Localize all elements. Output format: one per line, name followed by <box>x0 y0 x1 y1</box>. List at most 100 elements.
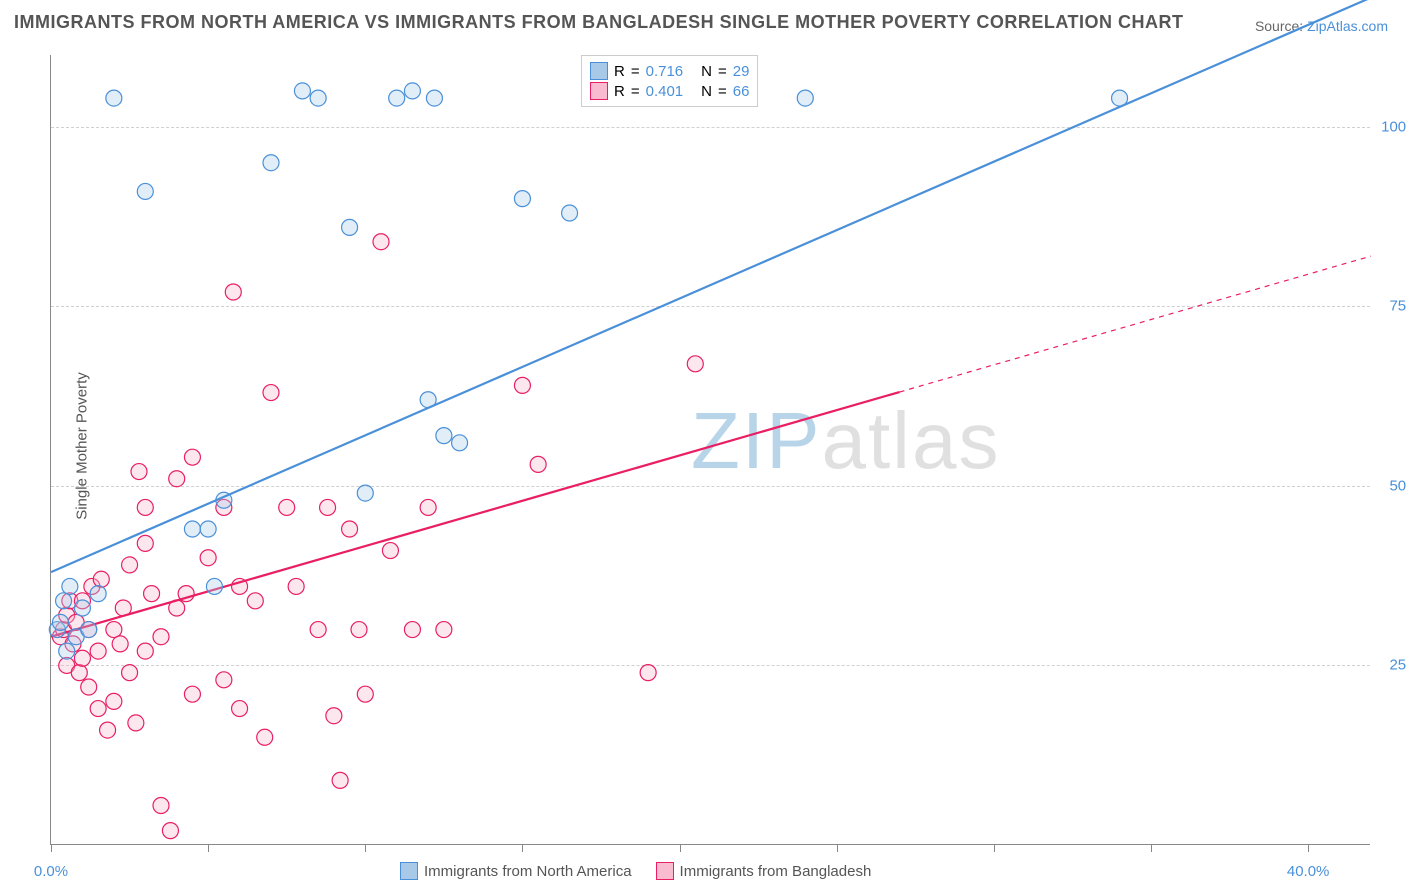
y-tick-label: 25.0% <box>1389 657 1406 674</box>
x-tick <box>1151 844 1152 852</box>
legend-r-label: R <box>614 83 625 100</box>
scatter-point <box>687 356 703 372</box>
scatter-point <box>93 571 109 587</box>
scatter-point <box>310 622 326 638</box>
scatter-point <box>257 729 273 745</box>
scatter-point <box>90 586 106 602</box>
x-tick <box>837 844 838 852</box>
scatter-point <box>288 578 304 594</box>
scatter-point <box>530 456 546 472</box>
scatter-point <box>128 715 144 731</box>
legend-n-value-2: 66 <box>733 83 750 100</box>
scatter-point <box>137 499 153 515</box>
scatter-point <box>382 543 398 559</box>
scatter-point <box>144 586 160 602</box>
scatter-point <box>357 485 373 501</box>
scatter-point <box>153 798 169 814</box>
scatter-point <box>797 90 813 106</box>
x-tick <box>680 844 681 852</box>
y-tick-label: 75.0% <box>1389 298 1406 315</box>
source-attribution: Source: ZipAtlas.com <box>1255 18 1388 34</box>
scatter-point <box>206 578 222 594</box>
x-tick <box>994 844 995 852</box>
scatter-point <box>74 650 90 666</box>
chart-title: IMMIGRANTS FROM NORTH AMERICA VS IMMIGRA… <box>14 12 1183 33</box>
y-tick-label: 100.0% <box>1381 118 1406 135</box>
scatter-point <box>342 521 358 537</box>
scatter-point <box>200 550 216 566</box>
y-tick-label: 50.0% <box>1389 477 1406 494</box>
scatter-point <box>200 521 216 537</box>
scatter-point <box>90 701 106 717</box>
legend-r-value-1: 0.716 <box>646 63 684 80</box>
scatter-point <box>332 772 348 788</box>
scatter-point <box>52 614 68 630</box>
scatter-point <box>162 823 178 839</box>
scatter-point <box>225 284 241 300</box>
scatter-point <box>342 219 358 235</box>
scatter-point <box>137 535 153 551</box>
scatter-point <box>137 183 153 199</box>
legend-label-series1: Immigrants from North America <box>424 863 632 880</box>
scatter-point <box>112 636 128 652</box>
scatter-point <box>62 578 78 594</box>
legend-swatch-blue <box>590 62 608 80</box>
scatter-point <box>326 708 342 724</box>
scatter-point <box>131 464 147 480</box>
scatter-point <box>279 499 295 515</box>
legend-series: Immigrants from North America Immigrants… <box>400 862 871 880</box>
scatter-point <box>357 686 373 702</box>
legend-n-value-1: 29 <box>733 63 750 80</box>
scatter-point <box>184 521 200 537</box>
scatter-point <box>56 593 72 609</box>
legend-row-series2: R = 0.401 N = 66 <box>590 82 749 100</box>
scatter-point <box>74 600 90 616</box>
scatter-point <box>514 377 530 393</box>
x-tick <box>365 844 366 852</box>
scatter-point <box>640 665 656 681</box>
scatter-point <box>404 622 420 638</box>
legend-item-series1: Immigrants from North America <box>400 862 632 880</box>
scatter-point <box>351 622 367 638</box>
scatter-point <box>310 90 326 106</box>
legend-row-series1: R = 0.716 N = 29 <box>590 62 749 80</box>
scatter-point <box>452 435 468 451</box>
trend-line <box>51 392 900 637</box>
chart-container: IMMIGRANTS FROM NORTH AMERICA VS IMMIGRA… <box>0 0 1406 892</box>
scatter-point <box>294 83 310 99</box>
scatter-point <box>169 471 185 487</box>
legend-swatch-pink <box>590 82 608 100</box>
scatter-point <box>373 234 389 250</box>
scatter-point <box>232 701 248 717</box>
scatter-point <box>122 665 138 681</box>
legend-n-label: N <box>701 63 712 80</box>
scatter-point <box>184 686 200 702</box>
legend-swatch-blue <box>400 862 418 880</box>
scatter-point <box>263 155 279 171</box>
scatter-point <box>106 693 122 709</box>
scatter-point <box>137 643 153 659</box>
legend-correlation: R = 0.716 N = 29 R = 0.401 N = 66 <box>581 55 758 107</box>
scatter-point <box>90 643 106 659</box>
scatter-point <box>420 499 436 515</box>
scatter-point <box>100 722 116 738</box>
scatter-point <box>153 629 169 645</box>
legend-r-value-2: 0.401 <box>646 83 684 100</box>
legend-n-label: N <box>701 83 712 100</box>
legend-item-series2: Immigrants from Bangladesh <box>656 862 872 880</box>
scatter-point <box>247 593 263 609</box>
scatter-point <box>122 557 138 573</box>
scatter-point <box>59 643 75 659</box>
legend-swatch-pink <box>656 862 674 880</box>
scatter-point <box>184 449 200 465</box>
plot-svg <box>51 55 1370 844</box>
legend-r-label: R <box>614 63 625 80</box>
scatter-point <box>436 428 452 444</box>
x-tick <box>522 844 523 852</box>
legend-eq: = <box>631 63 640 80</box>
x-tick-label: 40.0% <box>1287 863 1330 880</box>
scatter-point <box>216 672 232 688</box>
trend-line-extrapolated <box>900 256 1371 392</box>
scatter-point <box>426 90 442 106</box>
scatter-point <box>562 205 578 221</box>
